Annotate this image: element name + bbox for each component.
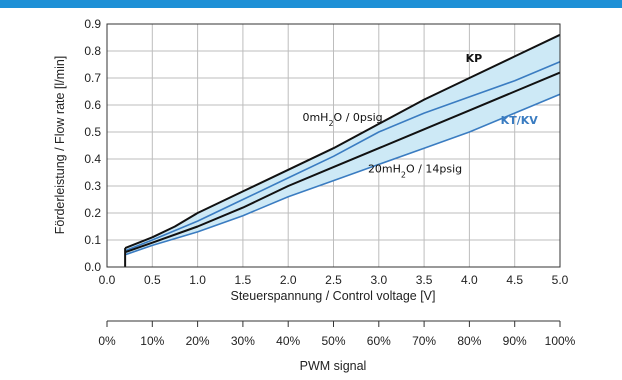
pwm-tick-label: 70% <box>412 334 436 348</box>
x-tick-label: 3.0 <box>370 273 387 287</box>
x-tick-label: 4.0 <box>461 273 478 287</box>
y-tick-label: 0.4 <box>84 152 101 166</box>
x-tick-label: 2.0 <box>280 273 297 287</box>
pwm-tick-label: 20% <box>186 334 210 348</box>
y-tick-label: 0.1 <box>84 233 101 247</box>
series-label-kp: KP <box>466 52 483 65</box>
x-axis-title: Steuerspannung / Control voltage [V] <box>231 289 436 303</box>
pwm-tick-label: 80% <box>457 334 481 348</box>
y-tick-label: 0.2 <box>84 206 101 220</box>
x-tick-label: 0.0 <box>99 273 116 287</box>
pwm-tick-label: 40% <box>276 334 300 348</box>
x-tick-label: 2.5 <box>325 273 342 287</box>
pwm-tick-label: 0% <box>98 334 116 348</box>
y-tick-label: 0.6 <box>84 98 101 112</box>
pwm-axis-title: PWM signal <box>300 359 367 373</box>
pwm-tick-label: 90% <box>503 334 527 348</box>
pwm-tick-label: 30% <box>231 334 255 348</box>
y-tick-label: 0.3 <box>84 179 101 193</box>
pwm-ticks: 0% 10% 20% 30% 40% 50% 60% 70% 80% 90% 100% <box>98 321 576 348</box>
x-tick-label: 3.5 <box>416 273 433 287</box>
y-tick-label: 0.9 <box>84 17 101 31</box>
x-tick-label: 1.0 <box>189 273 206 287</box>
y-tick-label: 0.0 <box>84 260 101 274</box>
y-tick-label: 0.5 <box>84 125 101 139</box>
x-tick-label: 4.5 <box>506 273 523 287</box>
series-line-3 <box>124 71 561 254</box>
annotation-20mh2o: 20mH2O / 14psig <box>368 163 462 180</box>
x-tick-label: 5.0 <box>552 273 569 287</box>
y-tick-labels: 0.0 0.1 0.2 0.3 0.4 0.5 0.6 0.7 0.8 0.9 <box>84 17 101 274</box>
y-axis-title: Förderleistung / Flow rate [l/min] <box>53 56 67 235</box>
x-tick-label: 1.5 <box>235 273 252 287</box>
band-fill <box>125 34 560 255</box>
y-tick-label: 0.7 <box>84 71 101 85</box>
series-line-1 <box>124 33 561 250</box>
pwm-tick-label: 100% <box>545 334 576 348</box>
pwm-tick-label: 60% <box>367 334 391 348</box>
top-accent-bar <box>0 0 622 8</box>
pwm-tick-label: 50% <box>321 334 345 348</box>
x-tick-labels: 0.0 0.5 1.0 1.5 2.0 2.5 3.0 3.5 4.0 4.5 5.0 <box>99 273 569 287</box>
pwm-tick-label: 10% <box>140 334 164 348</box>
y-tick-label: 0.8 <box>84 44 101 58</box>
series-line-2 <box>124 61 561 252</box>
plot-frame <box>106 23 561 268</box>
annotation-0mh2o: 0mH2O / 0psig <box>302 111 382 128</box>
series-lines <box>124 33 561 256</box>
x-tick-label: 0.5 <box>144 273 161 287</box>
series-line-4 <box>124 93 561 256</box>
series-label-kt-kv: KT/KV <box>501 114 539 127</box>
